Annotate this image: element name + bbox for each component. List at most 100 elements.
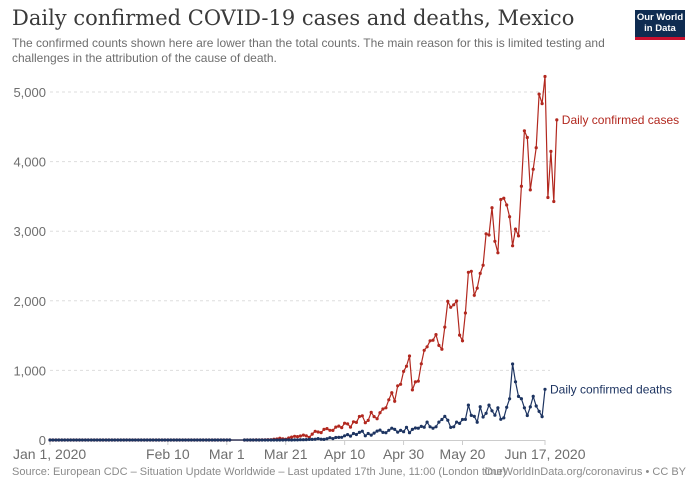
- data-point: [360, 414, 364, 418]
- data-point: [60, 438, 64, 442]
- data-point: [122, 438, 126, 442]
- data-point: [378, 428, 382, 432]
- data-point: [537, 409, 541, 413]
- data-point: [375, 417, 379, 421]
- data-point: [216, 438, 220, 442]
- data-point: [307, 437, 311, 441]
- data-point: [416, 379, 420, 383]
- data-point: [502, 196, 506, 200]
- x-tick-label: Jun 17, 2020: [505, 446, 586, 462]
- data-point: [310, 432, 314, 436]
- data-point: [416, 426, 420, 430]
- data-point: [402, 430, 406, 434]
- data-point: [354, 420, 358, 424]
- data-point: [366, 431, 370, 436]
- data-point: [446, 299, 450, 303]
- data-point: [316, 430, 320, 434]
- data-point: [210, 438, 214, 442]
- data-point: [510, 244, 515, 248]
- data-point: [322, 437, 326, 441]
- series-label-deaths: Daily confirmed deaths: [550, 382, 672, 396]
- data-point: [295, 438, 300, 442]
- data-point: [348, 425, 353, 429]
- data-point: [449, 305, 453, 309]
- data-point: [66, 438, 70, 442]
- credit-link[interactable]: OurWorldInData.org/coronavirus • CC BY: [484, 466, 686, 478]
- data-point: [110, 438, 114, 442]
- data-point: [98, 438, 102, 442]
- data-point: [522, 406, 527, 410]
- y-tick-label: 4,000: [13, 155, 46, 170]
- data-point: [410, 427, 414, 431]
- data-point: [525, 413, 529, 418]
- data-point: [463, 311, 467, 315]
- data-point: [516, 394, 521, 398]
- data-point: [528, 188, 532, 192]
- data-point: [328, 428, 332, 432]
- data-point: [531, 167, 535, 171]
- data-point: [136, 438, 140, 442]
- owid-logo[interactable]: Our World in Data: [635, 10, 685, 40]
- data-point: [290, 438, 294, 442]
- data-point: [490, 206, 494, 210]
- data-point: [363, 421, 367, 425]
- data-point: [343, 421, 347, 425]
- data-point: [222, 438, 226, 442]
- data-point: [293, 438, 297, 442]
- data-point: [505, 203, 509, 207]
- data-point: [163, 438, 167, 442]
- series-label-cases: Daily confirmed cases: [562, 113, 679, 127]
- data-point: [425, 345, 429, 349]
- data-point: [372, 431, 376, 435]
- data-point: [516, 234, 521, 238]
- data-point: [531, 394, 535, 398]
- data-point: [331, 428, 335, 432]
- data-point: [228, 438, 232, 442]
- data-point: [505, 405, 509, 409]
- data-point: [89, 438, 93, 442]
- data-point: [440, 417, 444, 422]
- data-point: [269, 438, 273, 442]
- data-point: [493, 413, 497, 417]
- data-point: [346, 422, 350, 426]
- data-point: [472, 293, 476, 297]
- data-point: [452, 303, 456, 307]
- data-point: [466, 270, 470, 274]
- data-point: [48, 438, 52, 442]
- data-point: [396, 384, 400, 388]
- data-point: [151, 438, 155, 442]
- x-tick-label: Feb 10: [146, 446, 190, 462]
- data-point: [402, 369, 406, 373]
- data-point: [293, 434, 297, 438]
- data-point: [357, 430, 361, 434]
- data-point: [499, 197, 503, 202]
- data-point: [313, 429, 317, 433]
- data-point: [443, 325, 447, 329]
- data-point: [534, 146, 538, 150]
- data-point: [242, 438, 247, 442]
- data-point: [472, 414, 476, 418]
- data-point: [413, 426, 417, 430]
- x-tick-label: Apr 10: [324, 446, 365, 462]
- y-tick-label: 0: [39, 433, 46, 448]
- data-point: [310, 437, 314, 441]
- data-point: [425, 420, 429, 424]
- data-point: [443, 414, 447, 418]
- data-point: [422, 425, 426, 429]
- data-point: [340, 435, 344, 439]
- data-point: [478, 271, 482, 275]
- data-point: [502, 416, 506, 420]
- data-point: [393, 399, 397, 403]
- data-point: [313, 437, 317, 441]
- data-point: [319, 431, 323, 435]
- data-point: [458, 421, 462, 425]
- data-point: [181, 438, 185, 442]
- data-point: [119, 438, 123, 442]
- data-point: [481, 263, 485, 267]
- data-point: [487, 403, 491, 407]
- data-point: [469, 413, 473, 417]
- data-point: [390, 391, 394, 395]
- data-point: [484, 411, 488, 415]
- data-point: [328, 436, 332, 440]
- data-point: [384, 431, 388, 435]
